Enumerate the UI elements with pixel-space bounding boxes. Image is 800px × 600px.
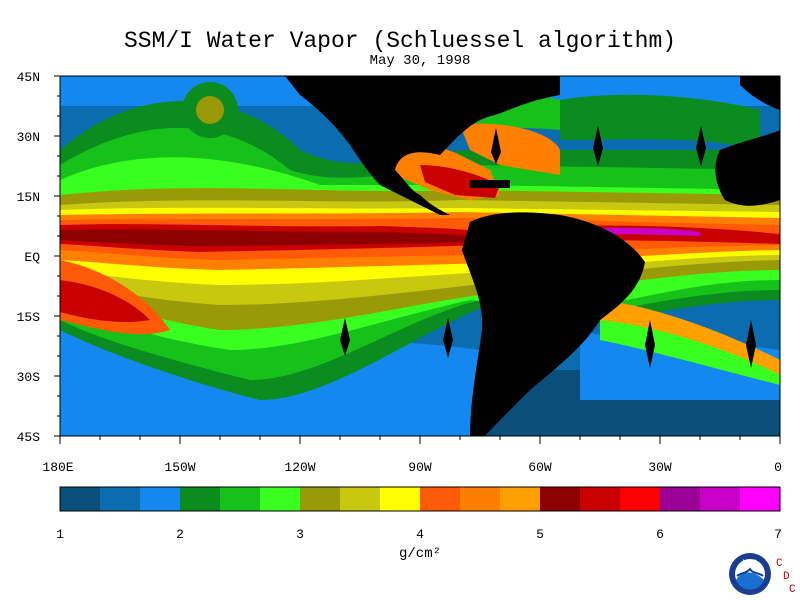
colorbar-swatch bbox=[100, 487, 141, 511]
colorbar-swatch bbox=[140, 487, 181, 511]
colorbar-swatch bbox=[540, 487, 581, 511]
colorbar-swatch bbox=[700, 487, 741, 511]
colorbar-swatch bbox=[380, 487, 421, 511]
latitude-axis: 45N 30N 15N EQ 15S 30S 45S bbox=[17, 70, 60, 445]
colorbar-tick-4: 4 bbox=[416, 527, 424, 542]
map-date: May 30, 1998 bbox=[369, 53, 471, 69]
map-title: SSM/I Water Vapor (Schluessel algorithm) bbox=[123, 28, 677, 54]
lon-label-90w: 90W bbox=[408, 460, 432, 475]
africa-landmass bbox=[715, 130, 780, 206]
colorbar-tick-3: 3 bbox=[296, 527, 304, 542]
lon-label-60w: 60W bbox=[528, 460, 552, 475]
caribbean-islands bbox=[470, 180, 510, 188]
colorbar-tick-7: 7 bbox=[774, 527, 782, 542]
cdc-c1: C bbox=[776, 558, 783, 570]
europe-landmass bbox=[740, 76, 780, 110]
colorbar-swatch bbox=[460, 487, 501, 511]
lon-label-0: 0 bbox=[774, 460, 782, 475]
colorbar-unit: g/cm² bbox=[399, 546, 441, 562]
lon-label-150w: 150W bbox=[164, 460, 195, 475]
colorbar-swatch bbox=[580, 487, 621, 511]
lat-label-eq: EQ bbox=[24, 250, 40, 265]
lat-label-30n: 30N bbox=[17, 130, 40, 145]
colorbar-swatch bbox=[500, 487, 541, 511]
colorbar-tick-1: 1 bbox=[56, 527, 64, 542]
colorbar bbox=[60, 487, 781, 511]
cdc-c2: C bbox=[789, 584, 796, 596]
colorbar-swatch bbox=[60, 487, 101, 511]
colorbar-swatch bbox=[340, 487, 381, 511]
colorbar-swatch bbox=[660, 487, 701, 511]
colorbar-tick-2: 2 bbox=[176, 527, 184, 542]
lat-label-30s: 30S bbox=[17, 370, 41, 385]
north-america-landmass bbox=[285, 76, 560, 215]
lon-label-180e: 180E bbox=[42, 460, 73, 475]
noaa-cdc-logo: NOAA C D C bbox=[728, 552, 798, 596]
colorbar-tick-6: 6 bbox=[656, 527, 664, 542]
map-field bbox=[60, 76, 780, 436]
lat-label-15s: 15S bbox=[17, 310, 41, 325]
cdc-d: D bbox=[783, 571, 790, 583]
noaa-text: NOAA bbox=[743, 559, 758, 566]
colorbar-frame bbox=[59, 486, 781, 512]
colorbar-swatch bbox=[220, 487, 261, 511]
lat-label-15n: 15N bbox=[17, 190, 40, 205]
colorbar-ticks: 1 2 3 4 5 6 7 bbox=[56, 527, 782, 542]
south-america-landmass bbox=[462, 212, 645, 436]
colorbar-tick-5: 5 bbox=[536, 527, 544, 542]
colorbar-swatch bbox=[420, 487, 461, 511]
colorbar-swatch bbox=[180, 487, 221, 511]
colorbar-swatch bbox=[620, 487, 661, 511]
longitude-axis: 180E 150W 120W 90W 60W 30W 0 bbox=[42, 436, 782, 475]
lat-label-45s: 45S bbox=[17, 430, 41, 445]
lon-label-120w: 120W bbox=[284, 460, 315, 475]
lat-label-45n: 45N bbox=[17, 70, 40, 85]
lon-label-30w: 30W bbox=[648, 460, 672, 475]
colorbar-swatch bbox=[300, 487, 341, 511]
colorbar-swatch bbox=[740, 487, 781, 511]
colorbar-swatch bbox=[260, 487, 301, 511]
